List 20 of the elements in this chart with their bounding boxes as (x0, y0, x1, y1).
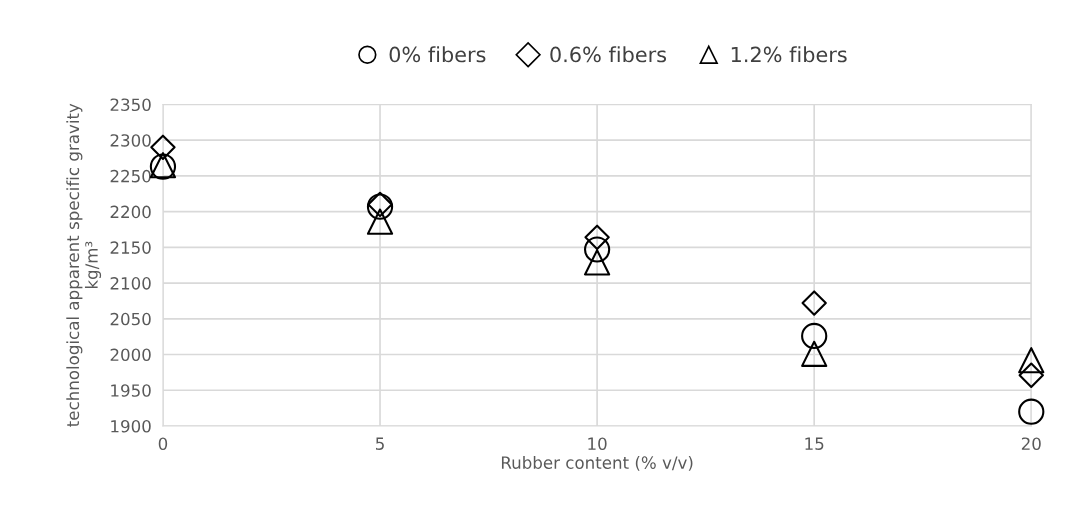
y-tick-label: 2000 (110, 348, 151, 362)
y-tick-label: 2300 (110, 134, 151, 147)
legend-label: 0.6% fibers (550, 46, 667, 63)
y-tick-label: 2250 (110, 169, 151, 183)
x-tick-label: 15 (805, 437, 824, 450)
y-tick-label: 1900 (111, 419, 151, 433)
y-tick-label: 2050 (110, 312, 151, 326)
x-tick-label: 10 (588, 437, 607, 450)
legend-label: 0% fibers (389, 46, 486, 63)
y-tick-label: 2150 (110, 241, 151, 254)
y-tick-label: 1950 (111, 384, 151, 397)
x-tick-label: 5 (376, 437, 384, 450)
x-axis-title: Rubber content (% v/v) (501, 456, 693, 471)
y-tick-label: 2200 (110, 205, 151, 219)
x-tick-label: 20 (1021, 437, 1041, 450)
x-tick-label: 0 (158, 437, 168, 450)
y-tick-label: 2100 (110, 277, 151, 290)
y-axis-title: technological apparent specific gravity kg/m³ (66, 103, 102, 427)
legend-label: 1.2% fibers (731, 46, 847, 63)
y-tick-label: 2350 (110, 98, 151, 112)
